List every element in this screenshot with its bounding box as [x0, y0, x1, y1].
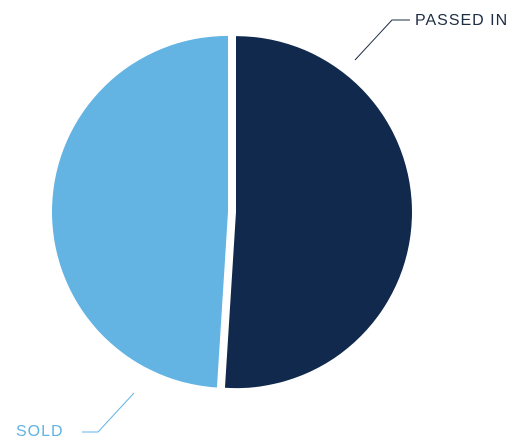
leader-line [354, 19, 410, 61]
pie-slice [52, 35, 229, 388]
leader-line [82, 392, 135, 433]
pie-slice [224, 36, 412, 389]
slice-label: SOLD [16, 423, 64, 440]
slices [52, 35, 412, 389]
slice-label: PASSED IN [415, 12, 508, 29]
